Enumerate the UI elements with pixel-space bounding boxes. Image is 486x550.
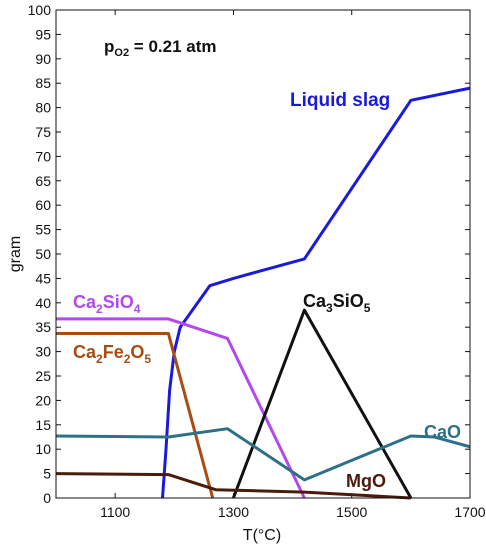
y-tick-label: 20 bbox=[35, 392, 51, 408]
series-label-ca2sio4: Ca2SiO4 bbox=[73, 292, 141, 316]
plot-area bbox=[56, 10, 470, 498]
x-tick-label: 1300 bbox=[218, 504, 249, 520]
annotation-rest: = 0.21 atm bbox=[129, 37, 216, 56]
y-tick-label: 5 bbox=[43, 466, 51, 482]
series-label-mgo: MgO bbox=[346, 471, 386, 491]
series-label-ca2fe2o5: Ca2Fe2O5 bbox=[73, 342, 151, 366]
series-label-cao: CaO bbox=[424, 422, 461, 442]
x-tick-label: 1700 bbox=[454, 504, 485, 520]
y-tick-label: 95 bbox=[35, 26, 51, 42]
labels-layer: Liquid slag Ca2SiO4 Ca2Fe2O5 Ca3SiO5 CaO MgO bbox=[73, 90, 461, 491]
x-tick-label: 1100 bbox=[100, 504, 130, 520]
y-tick-label: 15 bbox=[35, 417, 51, 433]
y-tick-label: 35 bbox=[35, 319, 51, 335]
y-axis-label: gram bbox=[7, 236, 24, 272]
y-tick-label: 40 bbox=[35, 295, 51, 311]
y-tick-label: 30 bbox=[35, 344, 51, 360]
series-label-ca3sio5: Ca3SiO5 bbox=[303, 291, 371, 315]
y-tick-label: 10 bbox=[35, 441, 51, 457]
ticks-layer: 0 5 10 15 20 25 30 35 40 45 50 55 60 65 70 75 80 85 90 95 10… bbox=[28, 2, 486, 520]
plot-frame bbox=[55, 9, 471, 499]
y-tick-label: 85 bbox=[35, 75, 51, 91]
y-tick-label: 25 bbox=[35, 368, 51, 384]
annotation-main: p bbox=[104, 37, 114, 56]
y-tick-label: 45 bbox=[35, 270, 51, 286]
series-layer bbox=[55, 86, 471, 500]
annotation-po2: pO2 = 0.21 atm bbox=[104, 37, 217, 59]
y-tick-label: 65 bbox=[35, 173, 51, 189]
series-line-cao bbox=[55, 427, 471, 482]
y-tick-label: 50 bbox=[35, 246, 51, 262]
series-line-ca2sio4 bbox=[56, 317, 306, 499]
y-tick-label: 70 bbox=[35, 148, 51, 164]
series-line-ca2fe2o5 bbox=[56, 332, 215, 499]
series-line-ca3sio5 bbox=[231, 308, 413, 499]
y-tick-label: 80 bbox=[35, 100, 51, 116]
y-tick-label: 75 bbox=[35, 124, 51, 140]
annotation-sub: O2 bbox=[114, 47, 129, 59]
series-line-liquid-slag bbox=[161, 86, 471, 499]
y-tick-label: 90 bbox=[35, 51, 51, 67]
x-tick-label: 1500 bbox=[336, 504, 367, 520]
y-tick-label: 100 bbox=[28, 2, 52, 18]
x-axis-label: T(°C) bbox=[243, 527, 281, 544]
series-label-liquid-slag: Liquid slag bbox=[290, 90, 390, 111]
y-tick-label: 55 bbox=[35, 222, 51, 238]
y-tick-label: 0 bbox=[43, 490, 51, 506]
y-tick-label: 60 bbox=[35, 197, 51, 213]
series-line-mgo bbox=[55, 472, 411, 500]
